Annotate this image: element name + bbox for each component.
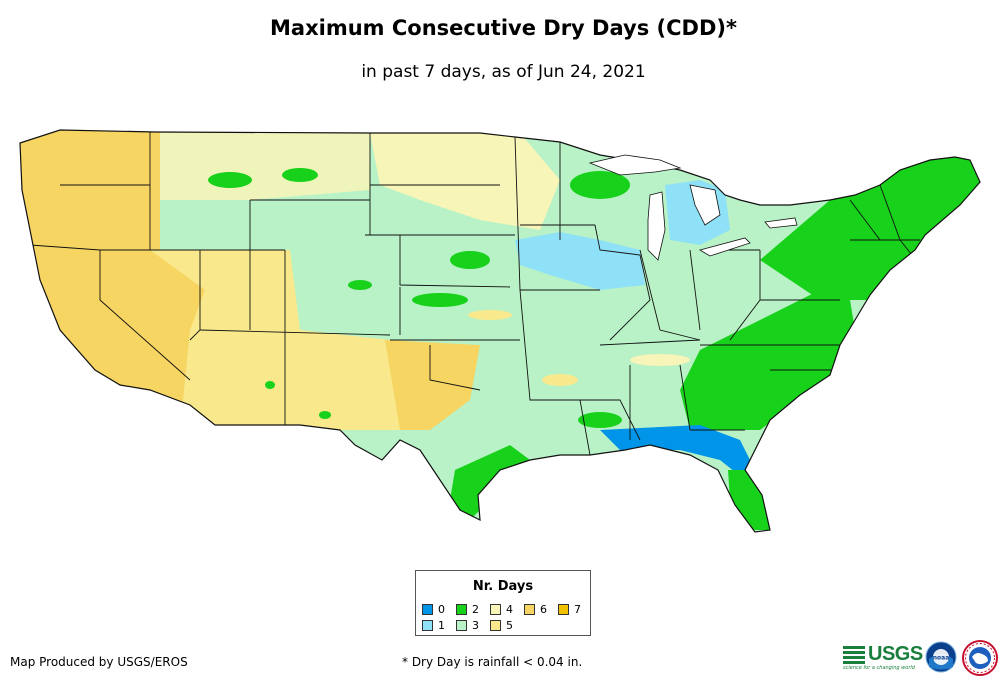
usgs-logo: USGS science for a changing world [843, 643, 923, 671]
lake-ontario [764, 217, 798, 229]
map-subtitle: in past 7 days, as of Jun 24, 2021 [361, 62, 646, 82]
legend-label: 3 [472, 618, 479, 632]
region-texas-6-days [385, 340, 480, 430]
legend-item-7: 7 [558, 602, 581, 616]
legend-label: 6 [540, 602, 547, 616]
us-outline [19, 129, 981, 533]
dry-day-footnote: * Dry Day is rainfall < 0.04 in. [402, 655, 583, 669]
patch-mississippi-2-days [578, 412, 622, 428]
region-iowa-wisconsin-1-day [515, 232, 645, 290]
legend-label: 1 [438, 618, 445, 632]
patch-newmexico-2-days [319, 411, 331, 419]
region-northern-plains-4-days [370, 133, 560, 230]
map-title: Maximum Consecutive Dry Days (CDD)* [270, 16, 737, 40]
producer-credit: Map Produced by USGS/EROS [10, 655, 188, 669]
region-southwest-5-days [150, 250, 400, 430]
noaa-logo-icon: noaa [925, 641, 957, 673]
legend-swatch [524, 603, 535, 615]
usgs-logo-tagline: science for a changing world [843, 665, 915, 671]
us-dry-days-map [19, 129, 981, 533]
usgs-logo-text: USGS [868, 643, 923, 665]
legend-item-6: 6 [524, 602, 547, 616]
patch-arkansas-5-days [542, 374, 578, 386]
legend-item-1: 1 [422, 618, 445, 632]
legend-swatch [456, 619, 467, 631]
patch-kansas-2-days [412, 293, 468, 307]
nws-logo-icon [962, 640, 998, 676]
patch-colorado-2-days [348, 280, 372, 290]
legend-label: 2 [472, 602, 479, 616]
lake-huron [689, 184, 721, 226]
patch-missouri-5-days [468, 310, 512, 320]
region-montana-4-days [160, 132, 370, 200]
patch-georgia-2-days [695, 398, 745, 422]
legend-swatch [490, 603, 501, 615]
state-borders [29, 132, 921, 456]
legend-swatch [490, 619, 501, 631]
patch-dakotas-2-days [282, 168, 318, 182]
patch-tennessee-4-days [630, 354, 690, 366]
patch-arizona-2-days [265, 381, 275, 389]
legend-label: 0 [438, 602, 445, 616]
region-appalachia-2-days [680, 290, 860, 430]
legend-item-4: 4 [490, 602, 513, 616]
legend-swatch [422, 619, 433, 631]
legend-swatch [456, 603, 467, 615]
patch-montana-2-days [208, 172, 252, 188]
legend-label: 7 [574, 602, 581, 616]
region-gulf-florida-0-days [600, 425, 755, 480]
lake-superior [588, 154, 682, 176]
legend-item-5: 5 [490, 618, 513, 632]
noaa-logo-text: noaa [933, 655, 950, 662]
lake-erie [698, 237, 751, 257]
usgs-wave-icon [843, 645, 865, 664]
legend-item-0: 0 [422, 602, 445, 616]
lake-michigan [647, 191, 666, 261]
us-landmass [20, 130, 980, 532]
legend-swatch [422, 603, 433, 615]
legend-swatch [558, 603, 569, 615]
legend-item-2: 2 [456, 602, 479, 616]
patch-nebraska-2-days [450, 251, 490, 269]
legend-title: Nr. Days [472, 579, 534, 594]
legend-label: 4 [506, 602, 513, 616]
legend-label: 5 [506, 618, 513, 632]
patch-minnesota-2-days [570, 171, 630, 199]
legend-item-3: 3 [456, 618, 479, 632]
legend: Nr. Days 0 2 4 6 7 1 3 5 [415, 570, 591, 636]
